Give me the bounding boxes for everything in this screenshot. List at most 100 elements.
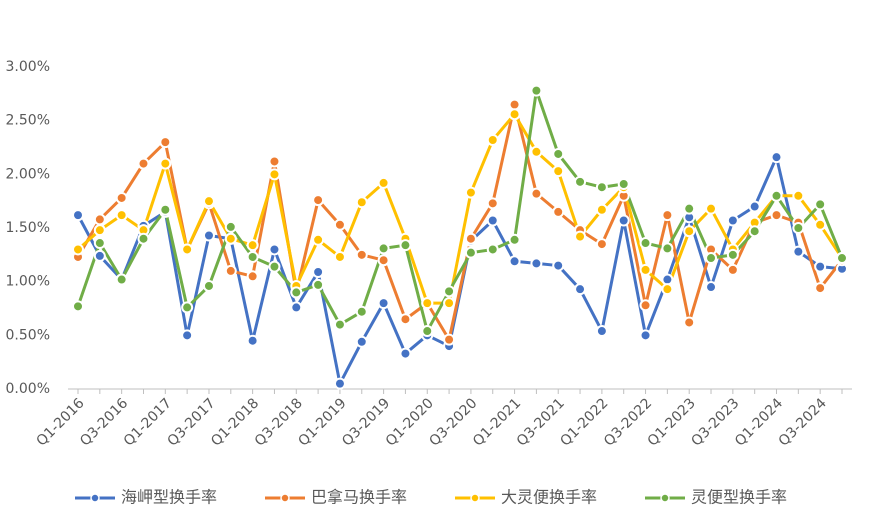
data-point	[159, 203, 172, 216]
data-point	[683, 225, 696, 238]
data-point	[399, 313, 412, 326]
data-point	[464, 232, 477, 245]
y-tick-label: 1.50%	[6, 220, 50, 236]
data-point	[181, 301, 194, 314]
data-point	[792, 222, 805, 234]
data-point	[246, 239, 259, 252]
data-point	[639, 329, 652, 342]
data-point	[508, 98, 521, 111]
data-point	[93, 224, 106, 237]
data-point	[72, 243, 84, 256]
data-point	[115, 191, 128, 204]
legend-marker	[470, 493, 480, 503]
data-point	[377, 254, 390, 267]
data-point	[770, 189, 783, 202]
data-point	[770, 209, 783, 222]
data-point	[443, 297, 456, 310]
data-point	[115, 273, 128, 286]
data-point	[705, 281, 718, 294]
data-point	[246, 270, 259, 283]
data-point	[333, 318, 346, 331]
data-point	[202, 279, 215, 292]
data-point	[530, 84, 543, 97]
data-point	[748, 225, 761, 238]
data-point	[617, 214, 630, 227]
data-point	[683, 202, 696, 215]
data-point	[268, 155, 281, 168]
data-point	[312, 233, 325, 246]
y-tick-label: 2.50%	[6, 113, 50, 129]
data-point	[355, 335, 368, 348]
data-point	[595, 203, 608, 216]
data-point	[72, 300, 84, 313]
data-point	[486, 243, 499, 256]
data-point	[617, 177, 630, 190]
data-point	[661, 283, 674, 296]
data-point	[333, 250, 346, 263]
data-point	[595, 325, 608, 338]
data-point	[552, 165, 565, 178]
data-point	[137, 232, 150, 245]
data-point	[159, 157, 172, 170]
y-tick-label: 0.00%	[6, 381, 50, 397]
data-point	[814, 198, 827, 211]
data-point	[355, 196, 368, 209]
data-point	[93, 249, 106, 262]
legend-label: 大灵便换手率	[501, 488, 597, 507]
legend-label: 灵便型换手率	[691, 488, 787, 507]
data-point	[595, 238, 608, 251]
data-point	[486, 197, 499, 210]
data-point	[726, 263, 739, 276]
data-point	[355, 305, 368, 318]
data-point	[574, 175, 587, 188]
legend: 海岬型换手率 巴拿马换手率 大灵便换手率 灵便型换手率	[75, 488, 787, 507]
data-point	[530, 187, 543, 200]
data-point	[355, 248, 368, 261]
data-point	[508, 108, 521, 121]
data-point	[552, 259, 565, 272]
data-point	[574, 283, 587, 296]
data-point	[464, 246, 477, 259]
data-point	[312, 278, 325, 291]
legend-marker	[280, 493, 290, 503]
data-point	[443, 333, 456, 346]
data-point	[814, 260, 827, 273]
data-point	[508, 255, 521, 268]
data-point	[246, 250, 259, 263]
data-point	[312, 266, 325, 279]
data-point	[726, 214, 739, 227]
data-point	[268, 168, 281, 181]
data-point	[290, 301, 303, 314]
data-point	[792, 245, 805, 258]
legend-marker	[660, 493, 670, 503]
data-point	[443, 285, 456, 298]
legend-label: 海岬型换手率	[121, 488, 217, 507]
data-point	[530, 257, 543, 270]
data-point	[159, 136, 172, 149]
data-point	[115, 209, 128, 222]
data-point	[814, 282, 827, 295]
data-point	[137, 157, 150, 170]
data-point	[574, 230, 587, 243]
data-point	[72, 209, 84, 222]
data-point	[181, 243, 194, 256]
data-point	[705, 252, 718, 265]
data-point	[333, 218, 346, 231]
data-point	[639, 263, 652, 276]
data-point	[486, 133, 499, 146]
series-line	[77, 112, 844, 305]
data-point	[726, 248, 739, 261]
data-point	[93, 213, 106, 226]
x-tick-label: Q3-2024	[776, 395, 830, 449]
legend-marker	[90, 493, 100, 503]
data-point	[377, 242, 390, 255]
data-point	[552, 205, 565, 218]
data-point	[377, 297, 390, 310]
data-point	[202, 229, 215, 242]
data-point	[814, 218, 827, 231]
data-point	[181, 329, 194, 342]
data-point	[224, 220, 237, 233]
data-point	[595, 181, 608, 194]
y-tick-label: 0.50%	[6, 327, 50, 343]
